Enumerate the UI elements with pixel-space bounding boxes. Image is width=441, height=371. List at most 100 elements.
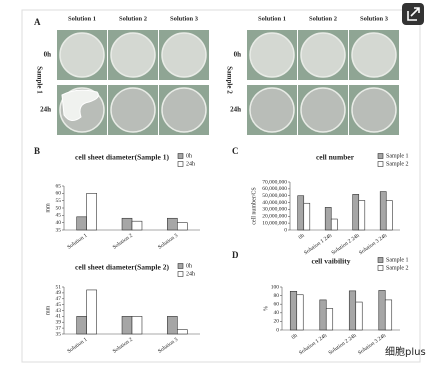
y-tick-label: 0	[276, 327, 279, 333]
bar	[378, 290, 386, 331]
y-tick-label: 20	[274, 319, 280, 325]
legend-label: Sample 1	[386, 153, 409, 159]
sample-label: Sample 1	[35, 66, 43, 94]
bar	[121, 217, 133, 231]
bar	[319, 299, 327, 331]
legend-label: 24h	[186, 161, 195, 167]
column-label: Solution 2	[119, 15, 147, 22]
bar	[76, 216, 87, 231]
bar	[121, 316, 133, 335]
bar	[348, 290, 357, 331]
y-tick-label: 100	[271, 284, 280, 290]
bar	[297, 195, 305, 231]
bar	[324, 207, 332, 231]
legend-swatch	[377, 153, 384, 159]
y-tick-label: 20,000,000	[262, 214, 287, 220]
bar	[289, 290, 298, 331]
dish	[300, 32, 346, 78]
sample-label: Sample 2	[225, 66, 233, 94]
y-tick-label: 47	[56, 296, 62, 302]
y-tick-label: 43	[56, 308, 62, 314]
y-axis-label: mm	[45, 203, 51, 213]
row-label: 24h	[230, 106, 241, 114]
legend-swatch	[377, 161, 384, 167]
bar	[86, 289, 97, 335]
figure-frame	[21, 9, 421, 363]
y-tick-label: 40	[274, 310, 280, 316]
bar	[76, 316, 87, 335]
y-tick-label: 49	[56, 290, 62, 296]
panel-label: A	[34, 17, 41, 27]
y-tick-label: 30,000,000	[262, 207, 287, 213]
bar	[355, 301, 363, 331]
bar	[385, 200, 393, 231]
legend-label: Sample 2	[386, 265, 409, 271]
y-axis-label: mm	[45, 306, 51, 316]
share-button[interactable]	[402, 3, 424, 25]
bar	[384, 299, 393, 331]
dish	[249, 87, 295, 133]
detached-sheet	[61, 89, 99, 121]
legend-label: Sample 2	[386, 161, 409, 167]
chart-title: cell sheet diameter(Sample 1)	[75, 153, 169, 162]
bar	[131, 220, 143, 231]
y-tick-label: 35	[56, 331, 62, 337]
legend-swatch	[377, 257, 384, 263]
bar	[177, 329, 188, 335]
bar	[303, 202, 311, 231]
bar	[358, 200, 366, 231]
legend-swatch	[377, 265, 384, 271]
y-tick-label: 60,000,000	[262, 186, 287, 192]
y-axis-label: %	[263, 306, 269, 311]
column-label: Solution 3	[170, 15, 199, 22]
bar	[167, 217, 178, 231]
y-tick-label: 45	[56, 213, 62, 219]
dish	[249, 32, 295, 78]
y-tick-label: 45	[56, 302, 62, 308]
dish	[110, 32, 156, 78]
bar	[379, 191, 387, 231]
bar	[330, 218, 338, 231]
bar	[352, 194, 360, 231]
bar	[325, 308, 334, 331]
panel-label: C	[232, 146, 239, 156]
legend-swatch	[177, 161, 184, 167]
y-tick-label: 50	[56, 205, 62, 211]
dish	[351, 32, 397, 78]
dish	[300, 87, 346, 133]
bar	[177, 222, 188, 231]
row-label: 0h	[234, 51, 242, 59]
y-tick-label: 40	[56, 220, 62, 226]
y-tick-label: 39	[56, 320, 62, 326]
bar	[86, 193, 97, 231]
dish	[110, 87, 156, 133]
y-axis-label: cell number/CS	[251, 187, 257, 225]
chart-title: cell vaibility	[312, 257, 351, 266]
y-tick-label: 40,000,000	[262, 200, 287, 206]
legend-label: Sample 1	[386, 257, 409, 263]
y-tick-label: 55	[56, 198, 62, 204]
x-tick-label: 0h	[298, 233, 306, 241]
legend-label: 24h	[186, 271, 195, 277]
y-tick-label: 37	[56, 325, 62, 331]
y-tick-label: 41	[56, 314, 62, 320]
legend-swatch	[177, 153, 184, 159]
dish	[59, 32, 105, 78]
share-icon[interactable]	[407, 7, 420, 21]
dish	[161, 87, 207, 133]
legend-swatch	[177, 263, 184, 269]
legend-label: 0h	[186, 153, 192, 159]
y-tick-label: 50,000,000	[262, 193, 287, 199]
y-tick-label: 65	[56, 183, 62, 189]
y-tick-label: 0	[284, 227, 287, 233]
row-label: 24h	[40, 106, 51, 114]
column-label: Solution 3	[360, 15, 389, 22]
panel-label: D	[232, 250, 239, 260]
bar	[167, 316, 178, 335]
legend-label: 0h	[186, 263, 192, 269]
column-label: Solution 1	[68, 15, 96, 22]
column-label: Solution 1	[258, 15, 286, 22]
watermark: 细胞plus	[385, 345, 426, 358]
y-tick-label: 80	[274, 293, 280, 299]
